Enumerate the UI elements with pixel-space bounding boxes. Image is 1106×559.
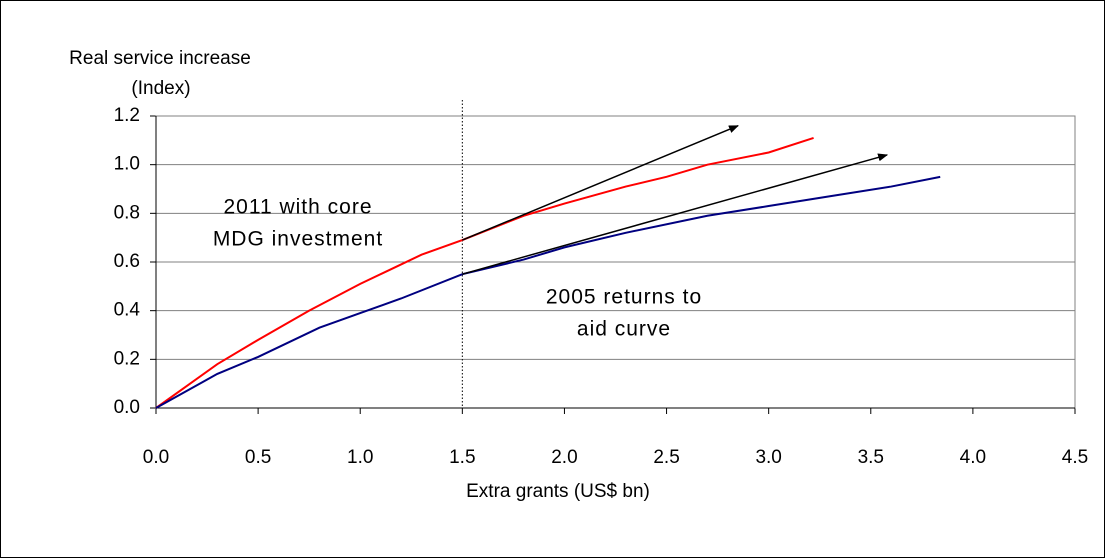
y-tick-label: 0.2 xyxy=(114,348,140,369)
x-tick-label: 1.0 xyxy=(347,447,373,468)
x-tick-label: 2.0 xyxy=(551,447,577,468)
y-axis-label: (Index) xyxy=(131,78,190,99)
x-axis-label: Extra grants (US$ bn) xyxy=(466,481,650,502)
y-axis-label: Real service increase xyxy=(69,48,251,69)
x-tick-label: 0.5 xyxy=(245,447,271,468)
x-tick-label: 3.5 xyxy=(858,447,884,468)
y-tick-label: 0.8 xyxy=(114,202,140,223)
annotation: 2011 with core xyxy=(223,196,372,219)
annotation: 2005 returns to xyxy=(546,286,702,309)
x-tick-label: 0.0 xyxy=(143,447,169,468)
y-tick-label: 1.0 xyxy=(114,154,140,175)
y-tick-label: 0.0 xyxy=(114,397,140,418)
x-tick-label: 1.5 xyxy=(449,447,475,468)
series-line xyxy=(155,136,814,409)
x-tick-label: 4.5 xyxy=(1062,447,1088,468)
y-tick-label: 1.2 xyxy=(114,105,140,126)
x-tick-label: 3.0 xyxy=(755,447,781,468)
x-tick-label: 2.5 xyxy=(653,447,679,468)
x-tick-label: 4.0 xyxy=(960,447,986,468)
annotation: MDG investment xyxy=(213,228,383,251)
arrow xyxy=(462,125,739,241)
arrow xyxy=(462,153,889,275)
annotation: aid curve xyxy=(577,318,671,341)
y-tick-label: 0.6 xyxy=(114,251,140,272)
y-tick-label: 0.4 xyxy=(114,300,141,321)
series-line xyxy=(155,175,941,409)
